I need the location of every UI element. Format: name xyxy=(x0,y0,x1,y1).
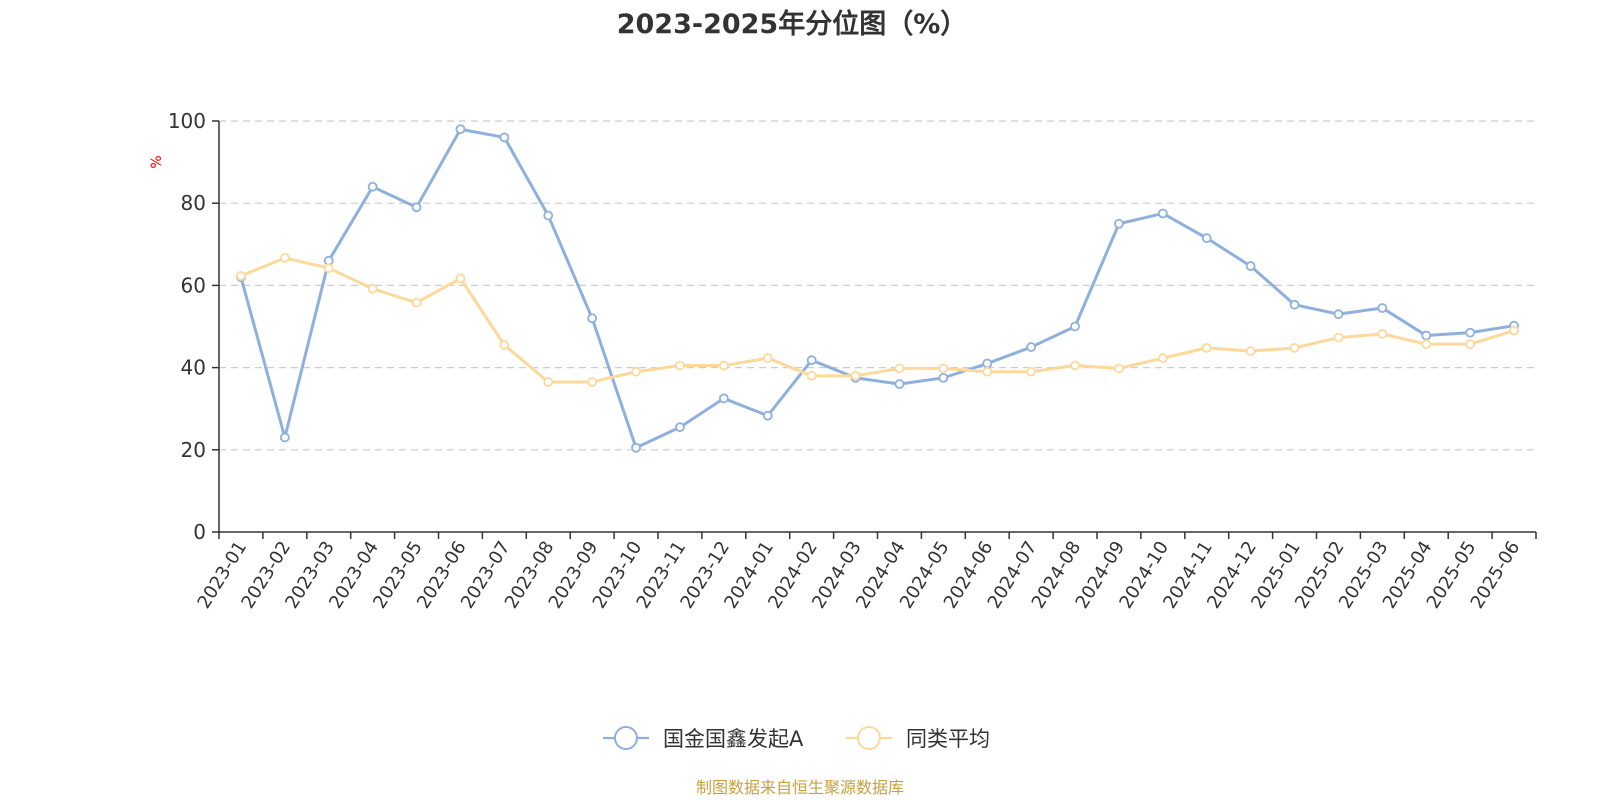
legend-item[interactable]: 同类平均 xyxy=(846,726,990,751)
data-point[interactable] xyxy=(455,273,466,284)
y-axis-ticks: 0 20 40 60 80 100 xyxy=(168,109,219,544)
data-point[interactable] xyxy=(718,360,729,371)
data-point[interactable] xyxy=(631,366,641,377)
data-point[interactable] xyxy=(587,313,598,324)
legend-marker xyxy=(857,726,881,750)
y-tick-label: 100 xyxy=(168,109,206,133)
data-point[interactable] xyxy=(1201,342,1212,353)
data-point[interactable] xyxy=(894,363,905,374)
data-point[interactable] xyxy=(675,360,685,371)
data-point[interactable] xyxy=(894,379,905,389)
y-tick-label: 0 xyxy=(193,520,206,544)
data-point[interactable] xyxy=(1026,342,1037,352)
data-point[interactable] xyxy=(1377,328,1388,339)
series-1 xyxy=(236,252,1519,387)
data-point[interactable] xyxy=(1157,208,1168,219)
series-layer xyxy=(236,124,1519,453)
data-point[interactable] xyxy=(806,370,817,381)
data-point[interactable] xyxy=(543,377,554,387)
data-point[interactable] xyxy=(1157,353,1168,364)
y-axis-unit-label: % xyxy=(149,155,165,168)
data-point[interactable] xyxy=(367,283,378,294)
series-line xyxy=(240,256,1515,384)
data-point[interactable] xyxy=(1377,303,1388,313)
data-point[interactable] xyxy=(1026,366,1037,377)
data-point[interactable] xyxy=(1289,342,1300,353)
data-point[interactable] xyxy=(543,210,554,221)
chart-title: 2023-2025年分位图（%） xyxy=(617,8,968,40)
data-point[interactable] xyxy=(1465,339,1476,350)
data-point[interactable] xyxy=(411,202,422,213)
data-point[interactable] xyxy=(806,355,817,366)
data-point[interactable] xyxy=(982,366,993,377)
data-point[interactable] xyxy=(1245,346,1256,357)
data-point[interactable] xyxy=(499,340,510,350)
legend-label: 国金国鑫发起A xyxy=(663,727,804,751)
data-point[interactable] xyxy=(1114,218,1124,229)
data-point[interactable] xyxy=(1070,321,1080,332)
axes xyxy=(218,121,1536,533)
legend-item[interactable]: 国金国鑫发起A xyxy=(603,726,804,751)
data-point[interactable] xyxy=(1421,330,1432,341)
data-point[interactable] xyxy=(587,377,598,387)
source-note: 制图数据来自恒生聚源数据库 xyxy=(696,778,904,797)
data-point[interactable] xyxy=(1114,363,1124,374)
data-point[interactable] xyxy=(411,297,422,308)
data-point[interactable] xyxy=(279,432,290,443)
data-point[interactable] xyxy=(499,132,510,143)
y-tick-label: 20 xyxy=(181,438,206,462)
data-point[interactable] xyxy=(850,370,861,381)
legend[interactable]: 国金国鑫发起A 同类平均 xyxy=(603,726,990,751)
series-line xyxy=(239,127,1515,450)
data-point[interactable] xyxy=(1421,339,1432,350)
data-point[interactable] xyxy=(367,181,378,192)
x-axis-ticks: 2023-012023-022023-032023-042023-052023-… xyxy=(194,532,1537,612)
data-point[interactable] xyxy=(982,358,993,369)
y-tick-label: 60 xyxy=(181,273,206,297)
data-point[interactable] xyxy=(762,353,773,364)
legend-label: 同类平均 xyxy=(906,727,990,751)
data-point[interactable] xyxy=(762,410,773,421)
series-0 xyxy=(236,124,1519,453)
data-point[interactable] xyxy=(236,271,246,281)
data-point[interactable] xyxy=(1070,360,1080,371)
data-point[interactable] xyxy=(1333,309,1344,320)
data-point[interactable] xyxy=(1245,261,1256,271)
data-point[interactable] xyxy=(938,372,949,383)
data-point[interactable] xyxy=(455,124,466,135)
data-point[interactable] xyxy=(1333,332,1344,343)
data-point[interactable] xyxy=(718,393,729,404)
data-point[interactable] xyxy=(323,263,334,274)
data-point[interactable] xyxy=(279,252,290,263)
data-point[interactable] xyxy=(1509,325,1519,336)
data-point[interactable] xyxy=(1289,299,1300,310)
data-point[interactable] xyxy=(631,442,641,453)
y-tick-label: 40 xyxy=(181,356,206,380)
data-point[interactable] xyxy=(1465,327,1476,338)
data-point[interactable] xyxy=(675,422,685,433)
legend-marker xyxy=(614,726,638,750)
data-point[interactable] xyxy=(938,363,949,374)
grid-lines xyxy=(219,120,1536,451)
data-point[interactable] xyxy=(1201,233,1212,244)
y-tick-label: 80 xyxy=(181,191,206,215)
